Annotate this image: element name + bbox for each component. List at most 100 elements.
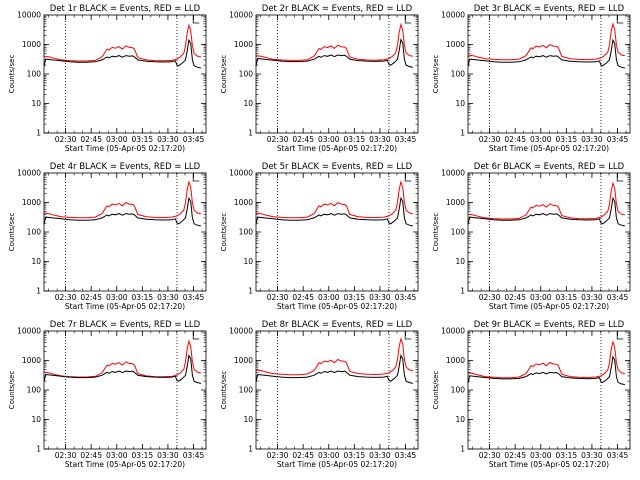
y-tick-label: 1000 — [234, 198, 253, 207]
x-tick-label: 03:00 — [530, 451, 552, 460]
y-tick-label: 10 — [31, 99, 41, 108]
panel-det-8: Det 8r BLACK = Events, RED = LLD 1 10 100 10… — [220, 320, 419, 469]
x-tick-label: 03:15 — [556, 451, 578, 460]
x-tick-label: 03:15 — [344, 451, 366, 460]
x-tick-label: 03:45 — [395, 293, 417, 302]
panel-title: Det 9r BLACK = Events, RED = LLD — [474, 320, 625, 330]
plot-frame — [43, 330, 207, 450]
y-tick-label: 1000 — [446, 356, 465, 365]
y-tick-label: 100 — [451, 386, 466, 395]
lld-series-line — [255, 337, 414, 376]
x-axis-label: Start Time (05-Apr-05 02:17:20) — [65, 144, 185, 153]
panel-det-4: Det 4r BLACK = Events, RED = LLD 1 10 100 10… — [8, 162, 207, 311]
y-tick-label: 100 — [239, 228, 254, 237]
x-axis-label: Start Time (05-Apr-05 02:17:20) — [277, 302, 397, 311]
y-tick-label: 10000 — [229, 11, 253, 20]
plot-frame — [255, 330, 419, 450]
panel-det-2: Det 2r BLACK = Events, RED = LLD 1 10 100 10… — [220, 4, 419, 153]
panel-title: Det 8r BLACK = Events, RED = LLD — [262, 320, 413, 330]
x-tick-label: 03:00 — [106, 451, 128, 460]
y-tick-label: 1 — [460, 445, 465, 454]
plot-frame — [255, 172, 419, 292]
y-tick-label: 10000 — [441, 169, 465, 178]
y-tick-label: 100 — [451, 228, 466, 237]
events-series-line — [43, 354, 202, 384]
y-tick-label: 10 — [455, 99, 465, 108]
panel-title: Det 6r BLACK = Events, RED = LLD — [474, 162, 625, 172]
x-axis-label: Start Time (05-Apr-05 02:17:20) — [65, 302, 185, 311]
y-tick-label: 1000 — [234, 40, 253, 49]
y-tick-label: 100 — [239, 70, 254, 79]
x-tick-label: 03:30 — [157, 293, 179, 302]
y-tick-label: 1 — [36, 129, 41, 138]
attenuator-marker — [616, 15, 624, 24]
events-series-line — [467, 196, 626, 227]
panel-title: Det 1r BLACK = Events, RED = LLD — [50, 4, 201, 14]
y-tick-label: 10000 — [17, 327, 41, 336]
x-tick-label: 03:30 — [369, 293, 391, 302]
attenuator-marker — [192, 15, 200, 24]
y-axis-label: Counts/sec — [432, 55, 440, 94]
y-tick-label: 1000 — [446, 198, 465, 207]
events-series-line — [467, 355, 626, 386]
x-tick-label: 03:45 — [395, 135, 417, 144]
x-tick-label: 02:45 — [292, 135, 314, 144]
x-tick-label: 03:15 — [132, 293, 154, 302]
y-axis-label: Counts/sec — [432, 371, 440, 410]
y-tick-label: 1 — [248, 129, 253, 138]
events-series-line — [255, 354, 414, 384]
x-tick-label: 03:15 — [132, 135, 154, 144]
panel-title: Det 4r BLACK = Events, RED = LLD — [50, 162, 201, 172]
y-tick-label: 1 — [248, 445, 253, 454]
y-tick-label: 1000 — [446, 40, 465, 49]
y-tick-label: 1 — [460, 129, 465, 138]
x-tick-label: 03:30 — [581, 293, 603, 302]
x-tick-label: 02:45 — [504, 135, 526, 144]
panel-det-6: Det 6r BLACK = Events, RED = LLD 1 10 100 10… — [432, 162, 631, 311]
x-tick-label: 03:45 — [607, 451, 629, 460]
y-tick-label: 1 — [248, 287, 253, 296]
attenuator-marker — [404, 15, 412, 24]
lld-series-line — [467, 22, 626, 61]
x-tick-label: 03:15 — [344, 135, 366, 144]
y-tick-label: 10000 — [17, 169, 41, 178]
x-tick-label: 03:15 — [132, 451, 154, 460]
y-tick-label: 1 — [36, 445, 41, 454]
x-tick-label: 03:45 — [183, 451, 205, 460]
y-axis-label: Counts/sec — [432, 213, 440, 252]
x-tick-label: 03:45 — [395, 451, 417, 460]
x-tick-label: 02:45 — [80, 451, 102, 460]
attenuator-marker — [192, 173, 200, 182]
y-tick-label: 10000 — [441, 327, 465, 336]
plot-frame — [43, 172, 207, 292]
x-tick-label: 02:45 — [504, 293, 526, 302]
y-tick-label: 1000 — [22, 40, 41, 49]
y-tick-label: 10 — [31, 257, 41, 266]
y-tick-label: 1000 — [234, 356, 253, 365]
x-tick-label: 03:30 — [157, 135, 179, 144]
x-axis-label: Start Time (05-Apr-05 02:17:20) — [489, 460, 609, 469]
x-tick-label: 02:30 — [267, 293, 289, 302]
y-tick-label: 1000 — [22, 356, 41, 365]
x-tick-label: 03:45 — [183, 293, 205, 302]
y-tick-label: 1000 — [22, 198, 41, 207]
y-tick-label: 10000 — [229, 327, 253, 336]
x-tick-label: 02:30 — [479, 451, 501, 460]
panel-det-9: Det 9r BLACK = Events, RED = LLD 1 10 100 10… — [432, 320, 631, 469]
y-tick-label: 100 — [239, 386, 254, 395]
attenuator-marker — [192, 331, 200, 340]
y-axis-label: Counts/sec — [8, 371, 16, 410]
y-tick-label: 10 — [243, 99, 253, 108]
y-tick-label: 100 — [27, 70, 42, 79]
y-tick-label: 10 — [243, 415, 253, 424]
events-series-line — [43, 196, 202, 227]
x-tick-label: 03:15 — [556, 293, 578, 302]
x-tick-label: 03:15 — [556, 135, 578, 144]
x-tick-label: 02:45 — [292, 293, 314, 302]
plot-frame — [255, 14, 419, 134]
y-axis-label: Counts/sec — [220, 371, 228, 410]
plot-frame — [467, 172, 631, 292]
panel-title: Det 3r BLACK = Events, RED = LLD — [474, 4, 625, 14]
lld-series-line — [467, 340, 626, 379]
y-axis-label: Counts/sec — [8, 213, 16, 252]
